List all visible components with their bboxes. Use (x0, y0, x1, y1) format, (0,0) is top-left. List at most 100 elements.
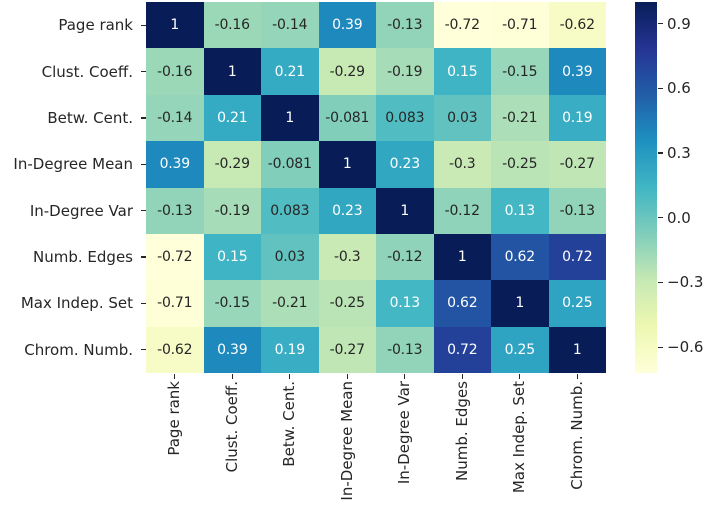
colorbar-tick-label: −0.6 (667, 338, 704, 357)
x-axis-label: In-Degree Mean (319, 381, 377, 519)
y-axis-label: Numb. Edges (33, 248, 133, 267)
x-axis-tick (346, 373, 348, 379)
x-axis-tick (461, 373, 463, 379)
x-axis-label: Max Indep. Set (491, 381, 549, 519)
y-axis-tick (140, 302, 146, 305)
heatmap-cell: 0.25 (548, 280, 606, 327)
heatmap-cell: -0.72 (146, 233, 204, 281)
x-axis-tick (174, 373, 176, 379)
colorbar-tick (657, 152, 663, 154)
colorbar-tick (657, 346, 663, 348)
y-axis-label: Clust. Coeff. (41, 62, 133, 81)
heatmap-cell: 0.13 (491, 187, 549, 234)
x-axis-label-text: In-Degree Mean (337, 381, 356, 501)
heatmap-cell: -0.13 (376, 326, 434, 373)
heatmap-cell: -0.29 (318, 48, 376, 95)
heatmap-cell: 0.62 (491, 233, 549, 281)
heatmap-cell: 0.13 (376, 280, 434, 327)
heatmap-cell: 0.25 (491, 326, 549, 373)
heatmap-cell: -0.72 (433, 2, 491, 49)
y-axis-tick (140, 210, 146, 212)
x-axis-label-text: Chrom. Numb. (567, 381, 586, 490)
heatmap-cell: -0.21 (491, 94, 549, 142)
colorbar-tick (657, 87, 663, 89)
heatmap-cell: -0.15 (203, 280, 261, 327)
heatmap-cell: -0.62 (548, 2, 606, 49)
colorbar (635, 2, 657, 373)
colorbar-tick-label: 0.3 (667, 143, 691, 162)
x-axis-tick (576, 373, 578, 379)
heatmap-cell: -0.71 (491, 2, 549, 49)
heatmap-cell: -0.71 (146, 280, 204, 327)
heatmap-cell: -0.13 (146, 187, 204, 234)
heatmap-cell: -0.27 (318, 326, 376, 373)
heatmap-cell: -0.25 (491, 141, 549, 188)
heatmap-cell: -0.27 (548, 141, 606, 188)
x-axis-label-text: In-Degree Var (395, 381, 414, 485)
heatmap-cell: -0.081 (261, 141, 319, 188)
y-axis-label: Chrom. Numb. (24, 340, 133, 359)
heatmap-cell: 0.083 (261, 187, 319, 234)
heatmap-cell: -0.12 (376, 233, 434, 281)
x-axis-label: Page rank (146, 381, 204, 519)
heatmap-cell: -0.3 (433, 141, 491, 188)
y-axis-tick (140, 70, 146, 73)
heatmap-cell: -0.19 (376, 48, 434, 95)
heatmap-cell: -0.16 (146, 48, 204, 95)
heatmap-cell: 0.23 (318, 187, 376, 234)
y-axis-label: Max Indep. Set (20, 294, 133, 313)
heatmap-cell: 1 (376, 187, 434, 234)
x-axis-tick (231, 373, 233, 379)
x-axis-label: Betw. Cent. (261, 381, 319, 519)
colorbar-tick-label: −0.3 (667, 273, 704, 292)
heatmap-cell: 0.39 (146, 141, 204, 188)
heatmap-cell: 0.19 (548, 94, 606, 142)
heatmap-cell: 0.15 (433, 48, 491, 95)
colorbar-tick-label: 0.0 (667, 208, 691, 227)
x-axis-tick (289, 373, 291, 379)
heatmap-grid: 1 -0.16 -0.14 0.39 -0.13 -0.72 -0.71 -0.62 -0.16… (146, 2, 606, 373)
x-axis-label: Clust. Coeff. (204, 381, 262, 519)
heatmap-cell: -0.3 (318, 233, 376, 281)
x-axis-label-text: Betw. Cent. (280, 381, 299, 467)
x-axis-tick (519, 373, 521, 379)
heatmap-cell: -0.14 (261, 2, 319, 49)
heatmap-cell: -0.13 (548, 187, 606, 234)
heatmap-cell: 1 (433, 233, 491, 281)
x-axis-label-text: Numb. Edges (452, 381, 471, 481)
heatmap-cell: 0.72 (433, 326, 491, 373)
y-axis-tick (140, 256, 146, 258)
heatmap-cell: 0.62 (433, 280, 491, 327)
x-axis-label-text: Max Indep. Set (510, 381, 529, 494)
heatmap-cell: 0.23 (376, 141, 434, 188)
heatmap-cell: -0.12 (433, 187, 491, 234)
x-axis-label: Numb. Edges (434, 381, 492, 519)
x-axis-label-text: Page rank (165, 381, 184, 456)
heatmap-cell: 0.083 (376, 94, 434, 142)
heatmap-cell: 1 (548, 326, 606, 373)
x-axis-tick (404, 373, 406, 379)
heatmap-cell: 0.21 (261, 48, 319, 95)
heatmap-cell: -0.16 (203, 2, 261, 49)
heatmap-cell: 1 (203, 48, 261, 95)
x-axis-label: Chrom. Numb. (549, 381, 607, 519)
heatmap-cell: -0.25 (318, 280, 376, 327)
heatmap-cell: 1 (146, 2, 204, 49)
y-axis-label: In-Degree Mean (13, 155, 133, 174)
heatmap-cell: 1 (318, 141, 376, 188)
x-axis-label-text: Clust. Coeff. (222, 381, 241, 473)
colorbar-tick-label: 0.9 (667, 14, 691, 33)
y-axis-tick (140, 349, 146, 351)
heatmap-cell: -0.29 (203, 141, 261, 188)
heatmap-cell: -0.14 (146, 94, 204, 142)
heatmap-cell: 0.21 (203, 94, 261, 142)
colorbar-tick (657, 281, 663, 283)
heatmap-cell: 0.72 (548, 233, 606, 281)
colorbar-tick-label: 0.6 (667, 79, 691, 98)
colorbar-tick (657, 217, 663, 219)
heatmap-cell: 1 (491, 280, 549, 327)
heatmap-cell: 0.39 (203, 326, 261, 373)
y-axis-label: In-Degree Var (29, 201, 133, 220)
y-axis-tick (140, 163, 146, 165)
